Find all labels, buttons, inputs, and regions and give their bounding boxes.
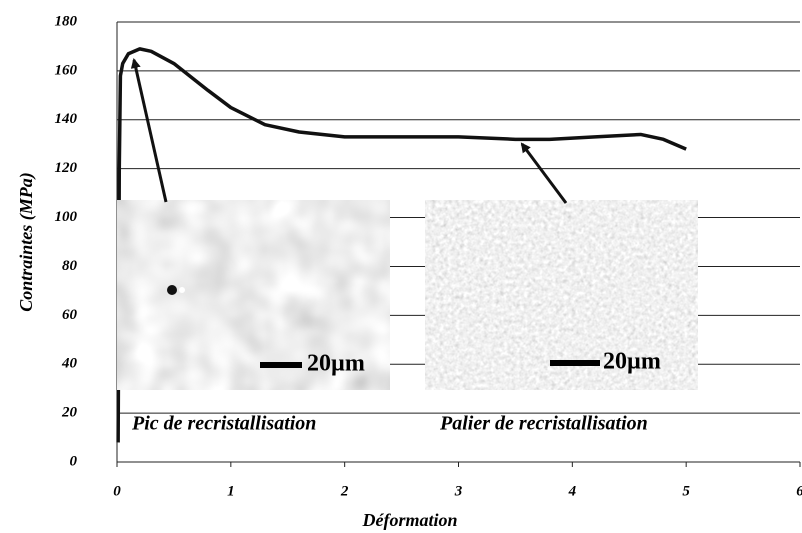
micrograph xyxy=(425,200,698,390)
y-tick-label: 60 xyxy=(62,307,78,323)
x-axis-label: Déformation xyxy=(361,510,457,530)
y-tick-label: 180 xyxy=(55,13,78,29)
x-tick-label: 3 xyxy=(454,483,463,499)
scale-bar xyxy=(260,362,302,368)
y-tick-label: 120 xyxy=(55,160,78,176)
particle xyxy=(179,287,185,293)
y-tick-label: 100 xyxy=(55,209,78,225)
curve xyxy=(116,47,687,443)
y-tick-label: 0 xyxy=(70,453,78,469)
micrograph xyxy=(117,200,390,390)
y-tick-label: 80 xyxy=(62,258,78,274)
particle xyxy=(167,285,177,295)
x-tick-label: 5 xyxy=(682,483,690,499)
y-tick-label: 160 xyxy=(55,62,78,78)
y-axis-label: Contraintes (MPa) xyxy=(16,172,37,312)
y-tick-label: 40 xyxy=(61,356,78,372)
annotation: Palier de recristallisation xyxy=(439,413,648,435)
annotation: Pic de recristallisation xyxy=(131,413,316,435)
insets: 20µm 20µm Pic de recristallisation Palie… xyxy=(117,58,698,435)
x-tick-label: 6 xyxy=(796,483,802,499)
x-tick-label: 1 xyxy=(227,483,235,499)
y-tick-label: 140 xyxy=(55,111,78,127)
plot xyxy=(116,47,687,443)
arrow xyxy=(520,142,568,204)
scale-label: 20µm xyxy=(307,351,365,377)
arrow xyxy=(130,58,168,203)
x-tick-label: 2 xyxy=(340,483,349,499)
x-tick-label: 0 xyxy=(113,483,121,499)
x-tick-label: 4 xyxy=(568,483,577,499)
y-tick-label: 20 xyxy=(61,405,78,421)
scale-bar xyxy=(550,360,600,366)
scale-label: 20µm xyxy=(603,349,661,375)
